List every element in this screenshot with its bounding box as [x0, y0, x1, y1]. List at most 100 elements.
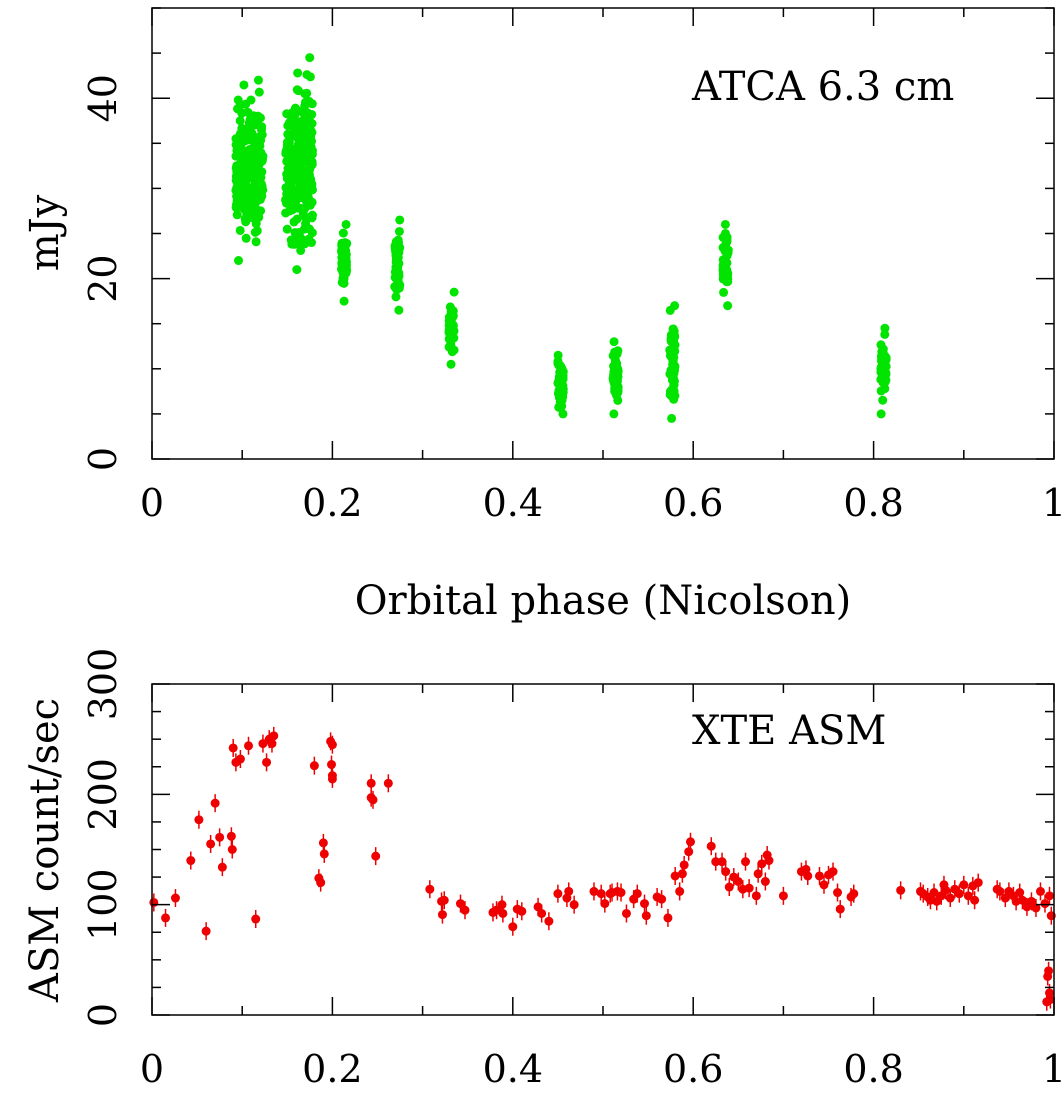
xray-point — [460, 905, 470, 915]
radio-point — [669, 361, 679, 371]
xray-point — [553, 889, 563, 899]
xray-point — [439, 895, 449, 905]
radio-point — [254, 159, 264, 169]
radio-point — [609, 337, 619, 347]
radio-point — [287, 182, 297, 192]
radio-data-points — [231, 53, 891, 423]
xray-point — [717, 857, 727, 867]
xray-point — [161, 913, 171, 923]
xray-point — [803, 871, 813, 881]
xray-point — [639, 899, 649, 909]
radio-point — [302, 70, 312, 80]
xray-point — [995, 886, 1005, 896]
radio-xtick-label: 0.2 — [302, 481, 362, 525]
xray-point — [251, 914, 261, 924]
xray-xtick-label: 0.8 — [843, 1047, 903, 1091]
radio-point — [610, 355, 620, 365]
radio-point — [449, 287, 459, 297]
xray-xtick-label: 0 — [140, 1047, 164, 1091]
radio-point — [341, 265, 351, 275]
radio-point — [610, 347, 620, 357]
xray-point — [1031, 903, 1041, 913]
radio-point — [669, 381, 679, 391]
radio-point — [444, 342, 454, 352]
radio-xtick-label: 0.6 — [663, 481, 723, 525]
radio-point — [302, 88, 312, 98]
xray-point — [685, 837, 695, 847]
xray-point — [327, 740, 337, 750]
radio-panel: 0 0.2 0.4 0.6 0.8 1 0 20 40 ATCA 6.3 cm mJy Orbi… — [22, 7, 1063, 624]
radio-point — [557, 401, 567, 411]
xray-point — [244, 741, 254, 751]
radio-ylabel: mJy — [22, 194, 68, 271]
radio-point — [241, 157, 251, 167]
radio-point — [295, 193, 305, 203]
xray-point — [657, 894, 667, 904]
radio-point — [282, 137, 292, 147]
xray-point — [600, 899, 610, 909]
xray-point — [828, 867, 838, 877]
xray-point — [751, 891, 761, 901]
xray-ytick-label: 100 — [81, 868, 125, 941]
xray-point — [318, 838, 328, 848]
xray-point — [632, 889, 642, 899]
radio-point — [299, 153, 309, 163]
radio-point — [665, 345, 675, 355]
radio-xtick-label: 0 — [140, 481, 164, 525]
radio-xtick-label: 0.8 — [843, 481, 903, 525]
radio-point — [878, 395, 888, 405]
xray-point — [1026, 896, 1036, 906]
radio-point — [294, 230, 304, 240]
radio-point — [304, 234, 314, 244]
radio-ticks: 0 0.2 0.4 0.6 0.8 1 0 20 40 — [81, 7, 1063, 525]
xray-point — [201, 926, 211, 936]
radio-point — [291, 153, 301, 163]
radio-point — [254, 194, 264, 204]
radio-point — [667, 413, 677, 423]
xray-point — [959, 880, 969, 890]
xray-point — [835, 904, 845, 914]
xray-point — [616, 888, 626, 898]
xray-point — [149, 897, 159, 907]
radio-point — [294, 239, 304, 249]
xray-point — [497, 900, 507, 910]
radio-point — [612, 380, 622, 390]
radio-point — [337, 238, 347, 248]
radio-point — [282, 224, 292, 234]
xray-point — [508, 922, 518, 932]
radio-xtick-label: 1 — [1042, 481, 1063, 525]
xray-point — [724, 882, 734, 892]
xray-point — [533, 902, 543, 912]
radio-point — [723, 274, 733, 284]
xray-point — [368, 795, 378, 805]
xray-point — [258, 739, 268, 749]
radio-point — [233, 104, 243, 114]
radio-point — [665, 305, 675, 315]
xray-point — [316, 878, 326, 888]
xray-point — [262, 757, 272, 767]
radio-ytick-label: 0 — [81, 447, 125, 471]
xray-point — [569, 900, 579, 910]
xray-point — [326, 760, 336, 770]
xray-point — [973, 878, 983, 888]
radio-point — [254, 87, 264, 97]
radio-xlabel: Orbital phase (Nicolson) — [355, 578, 852, 624]
radio-point — [253, 75, 263, 85]
xray-point — [677, 869, 687, 879]
xray-point — [1040, 899, 1050, 909]
radio-point — [393, 283, 403, 293]
radio-point — [446, 359, 456, 369]
xray-point — [327, 774, 337, 784]
xray-ylabel: ASM count/sec — [22, 698, 68, 1003]
radio-point — [241, 99, 251, 109]
radio-point — [293, 86, 303, 96]
xray-point — [371, 851, 381, 861]
xray-point — [733, 876, 743, 886]
xray-point — [819, 880, 829, 890]
xray-point — [814, 871, 824, 881]
xray-point — [194, 815, 204, 825]
radio-point — [719, 287, 729, 297]
radio-point — [307, 210, 317, 220]
radio-point — [250, 177, 260, 187]
